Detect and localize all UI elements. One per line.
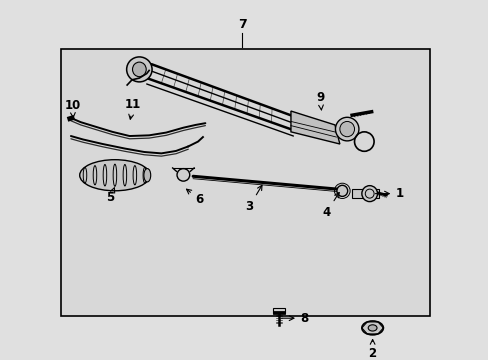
Ellipse shape: [336, 185, 347, 197]
Bar: [61, 49, 429, 316]
Text: 1: 1: [375, 187, 404, 200]
Bar: [351, 189, 378, 198]
Text: 7: 7: [237, 18, 246, 31]
Ellipse shape: [361, 321, 383, 335]
Text: 2: 2: [368, 339, 376, 360]
Ellipse shape: [361, 186, 377, 202]
Ellipse shape: [367, 325, 376, 331]
Text: 11: 11: [124, 98, 141, 119]
Text: 9: 9: [316, 91, 324, 110]
Ellipse shape: [80, 160, 150, 191]
Ellipse shape: [335, 117, 358, 141]
Ellipse shape: [126, 57, 152, 82]
Text: 5: 5: [106, 188, 115, 204]
Ellipse shape: [339, 121, 354, 137]
Text: 6: 6: [186, 189, 203, 206]
Text: 4: 4: [322, 193, 339, 219]
Ellipse shape: [143, 168, 150, 182]
Text: 3: 3: [245, 185, 262, 213]
FancyBboxPatch shape: [272, 308, 284, 313]
Text: 10: 10: [64, 99, 81, 118]
Text: 8: 8: [281, 312, 308, 325]
Ellipse shape: [132, 62, 146, 77]
Polygon shape: [290, 111, 339, 144]
Ellipse shape: [177, 168, 189, 181]
